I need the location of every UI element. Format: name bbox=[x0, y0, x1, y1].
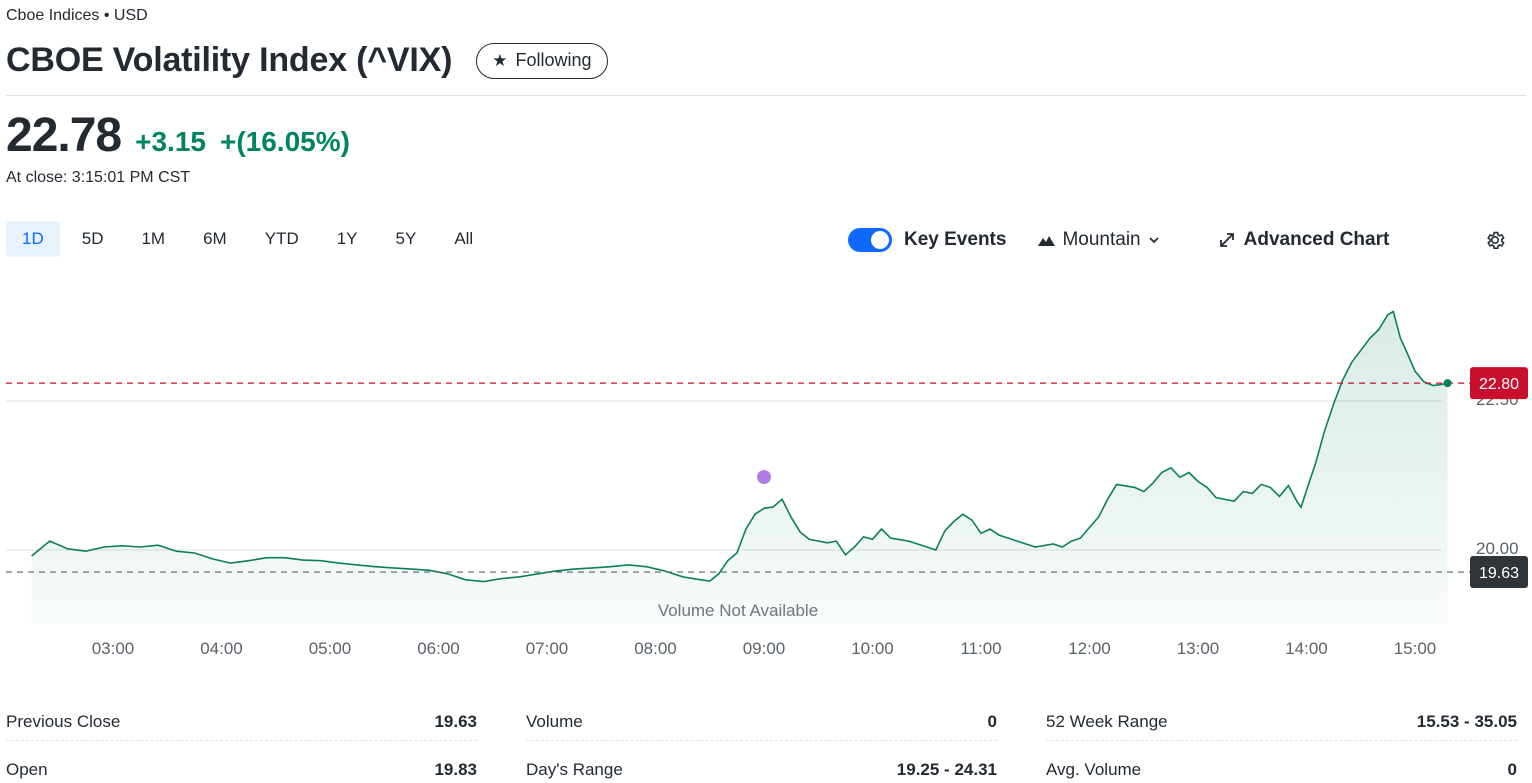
chart-type-dropdown[interactable]: Mountain bbox=[1038, 229, 1159, 251]
range-6m-button[interactable]: 6M bbox=[203, 229, 227, 248]
x-tick-label: 11:00 bbox=[960, 639, 1001, 658]
key-event-dot[interactable] bbox=[757, 470, 771, 484]
volume-not-available: Volume Not Available bbox=[658, 601, 818, 620]
stat-value: 19.25 - 24.31 bbox=[896, 759, 997, 779]
quote-statistics: Previous Close 19.63 Open 19.83 Volume 0… bbox=[6, 703, 1526, 783]
stat-label: Open bbox=[6, 759, 48, 779]
stat-row-volume: Volume 0 bbox=[526, 703, 997, 741]
x-tick-label: 08:00 bbox=[634, 639, 677, 658]
advanced-chart-button[interactable]: Advanced Chart bbox=[1218, 229, 1390, 251]
key-events-label: Key Events bbox=[904, 229, 1007, 250]
stat-row-days-range: Day's Range 19.25 - 24.31 bbox=[526, 751, 997, 783]
x-tick-label: 06:00 bbox=[417, 639, 460, 658]
y-tick-label: 20.00 bbox=[1476, 539, 1519, 558]
price-area bbox=[31, 311, 1448, 624]
title-row: CBOE Volatility Index (^VIX) ★ Following bbox=[6, 41, 608, 80]
stat-label: Avg. Volume bbox=[1046, 759, 1142, 779]
stats-column-2: Volume 0 Day's Range 19.25 - 24.31 bbox=[526, 703, 997, 783]
stat-label: 52 Week Range bbox=[1046, 711, 1168, 731]
close-time: At close: 3:15:01 PM CST bbox=[6, 169, 191, 186]
mountain-icon bbox=[1038, 236, 1056, 246]
range-ytd-button[interactable]: YTD bbox=[264, 229, 299, 248]
x-tick-label: 14:00 bbox=[1285, 639, 1328, 658]
stat-value: 0 bbox=[1507, 759, 1517, 779]
exchange-currency-label: Cboe Indices • USD bbox=[6, 7, 148, 24]
advanced-chart-label: Advanced Chart bbox=[1243, 229, 1390, 250]
star-icon: ★ bbox=[492, 51, 508, 70]
range-1d-button[interactable]: 1D bbox=[6, 221, 60, 257]
stats-column-3: 52 Week Range 15.53 - 35.05 Avg. Volume … bbox=[1046, 703, 1517, 783]
x-tick-label: 12:00 bbox=[1068, 639, 1111, 658]
chart-axis-ticks: 03:00 04:00 05:00 06:00 07:00 08:00 09:00 10:00… bbox=[92, 390, 1519, 658]
range-5d-button[interactable]: 5D bbox=[81, 229, 104, 248]
range-1m-button[interactable]: 1M bbox=[141, 229, 166, 248]
chart-toolbar: Key Events Mountain Advanced Chart bbox=[848, 222, 1389, 258]
stats-column-1: Previous Close 19.63 Open 19.83 bbox=[6, 703, 477, 783]
previous-close-badge-text: 19.63 bbox=[1479, 565, 1519, 582]
stat-label: Previous Close bbox=[6, 711, 121, 731]
key-events-toggle[interactable] bbox=[848, 228, 892, 252]
stat-value: 19.83 bbox=[434, 759, 477, 779]
price-line bbox=[31, 310, 1448, 583]
stat-value: 0 bbox=[987, 711, 997, 731]
stat-row-avg-volume: Avg. Volume 0 bbox=[1046, 751, 1517, 783]
following-button[interactable]: ★ Following bbox=[476, 42, 608, 79]
price-chart[interactable]: 03:00 04:00 05:00 06:00 07:00 08:00 09:00 10:00… bbox=[0, 262, 1532, 662]
chevron-down-icon bbox=[1148, 237, 1159, 244]
stat-row-previous-close: Previous Close 19.63 bbox=[6, 703, 477, 741]
x-tick-label: 04:00 bbox=[200, 639, 243, 658]
range-5y-button[interactable]: 5Y bbox=[395, 229, 417, 248]
last-price: 22.78 bbox=[6, 109, 122, 162]
x-tick-label: 05:00 bbox=[309, 639, 352, 658]
x-tick-label: 13:00 bbox=[1177, 639, 1220, 658]
previous-close-badge: 19.63 bbox=[1470, 556, 1528, 589]
range-1y-button[interactable]: 1Y bbox=[336, 229, 358, 248]
page-title: CBOE Volatility Index (^VIX) bbox=[6, 41, 453, 79]
gear-icon[interactable] bbox=[1484, 229, 1506, 251]
chart-type-label: Mountain bbox=[1062, 229, 1141, 250]
x-tick-label: 07:00 bbox=[526, 639, 569, 658]
header-divider bbox=[6, 95, 1526, 96]
stat-label: Volume bbox=[526, 711, 583, 731]
stat-row-52-week-range: 52 Week Range 15.53 - 35.05 bbox=[1046, 703, 1517, 741]
current-price-badge: 22.80 bbox=[1470, 367, 1528, 400]
range-selector: 1D 5D 1M 6M YTD 1Y 5Y All bbox=[6, 221, 489, 257]
range-all-button[interactable]: All bbox=[454, 229, 474, 248]
following-label: Following bbox=[515, 50, 592, 70]
last-price-dot bbox=[1443, 379, 1452, 388]
x-tick-label: 10:00 bbox=[851, 639, 894, 658]
x-tick-label: 09:00 bbox=[743, 639, 786, 658]
stat-value: 19.63 bbox=[434, 711, 477, 731]
x-tick-label: 03:00 bbox=[92, 639, 135, 658]
current-price-badge-text: 22.80 bbox=[1479, 376, 1519, 393]
quote-row: 22.78 +3.15 +(16.05%) bbox=[6, 108, 350, 163]
expand-icon bbox=[1219, 233, 1234, 247]
price-change-percent: +(16.05%) bbox=[219, 126, 350, 157]
price-change: +3.15 bbox=[135, 126, 206, 157]
x-tick-label: 15:00 bbox=[1394, 639, 1437, 658]
stat-label: Day's Range bbox=[526, 759, 623, 779]
stat-value: 15.53 - 35.05 bbox=[1416, 711, 1517, 731]
stat-row-open: Open 19.83 bbox=[6, 751, 477, 783]
